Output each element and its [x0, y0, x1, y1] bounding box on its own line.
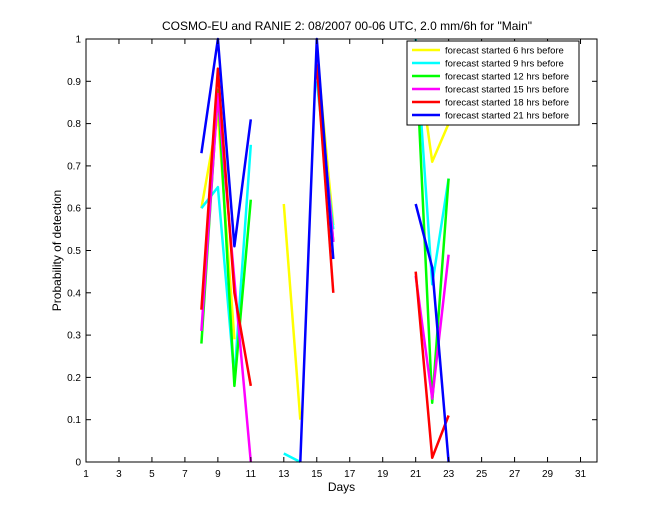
series-5-line-1: [200, 67, 253, 387]
x-tick-label: 15: [311, 469, 323, 480]
series-6-line-3: [414, 203, 450, 463]
legend-label-2: forecast started 9 hrs before: [445, 58, 564, 69]
y-tick-label: 0.2: [67, 373, 81, 384]
series-4-line-3: [414, 254, 450, 400]
series-1-line-2: [282, 203, 302, 420]
series-3-line-3: [414, 47, 450, 405]
y-tick-label: 0.5: [67, 246, 81, 257]
series-6-line-1: [200, 37, 253, 248]
series-5-line-2: [315, 64, 335, 293]
x-tick-label: 5: [149, 469, 155, 480]
y-tick-label: 1: [75, 35, 81, 46]
x-tick-label: 3: [116, 469, 122, 480]
x-tick-label: 1: [83, 469, 89, 480]
series-2-line-2: [283, 452, 301, 464]
legend-label-4: forecast started 15 hrs before: [445, 84, 569, 95]
x-tick-label: 13: [278, 469, 290, 480]
legend-label-1: forecast started 6 hrs before: [445, 45, 564, 56]
x-tick-label: 19: [377, 469, 389, 480]
x-tick-label: 21: [410, 469, 422, 480]
y-tick-label: 0.8: [67, 119, 81, 130]
x-tick-label: 31: [575, 469, 587, 480]
y-tick-label: 0.4: [67, 288, 81, 299]
y-tick-label: 0.7: [67, 161, 81, 172]
x-tick-label: 9: [215, 469, 221, 480]
x-tick-label: 17: [344, 469, 356, 480]
y-tick-label: 0: [75, 458, 81, 469]
y-tick-label: 0.6: [67, 204, 81, 215]
legend-label-3: forecast started 12 hrs before: [445, 71, 569, 82]
series-5: [200, 64, 450, 460]
x-tick-label: 25: [476, 469, 488, 480]
y-axis-title: Probability of detection: [50, 190, 64, 311]
x-tick-label: 11: [246, 469, 257, 480]
x-tick-label: 29: [542, 469, 554, 480]
legend-label-6: forecast started 21 hrs before: [445, 110, 569, 121]
series-5-line-3: [414, 271, 450, 460]
x-tick-label: 7: [182, 469, 188, 480]
legend: forecast started 6 hrs before forecast st…: [406, 40, 580, 126]
legend-label-5: forecast started 18 hrs before: [445, 97, 569, 108]
ticks-layer: 1 3 5 7 9 11 13 15 17 19 21 23 25 27 29 3100.10.20.30.4…: [67, 35, 597, 480]
x-tick-label: 27: [509, 469, 521, 480]
x-axis-title: Days: [328, 480, 355, 494]
chart-title: COSMO-EU and RANIE 2: 08/2007 00-06 UTC,…: [162, 19, 532, 33]
y-tick-label: 0.3: [67, 331, 81, 342]
series-1-line-1: [200, 113, 236, 340]
legend-box: [406, 40, 580, 126]
y-tick-label: 0.1: [67, 415, 81, 426]
x-tick-label: 23: [443, 469, 455, 480]
y-tick-label: 0.9: [67, 77, 81, 88]
